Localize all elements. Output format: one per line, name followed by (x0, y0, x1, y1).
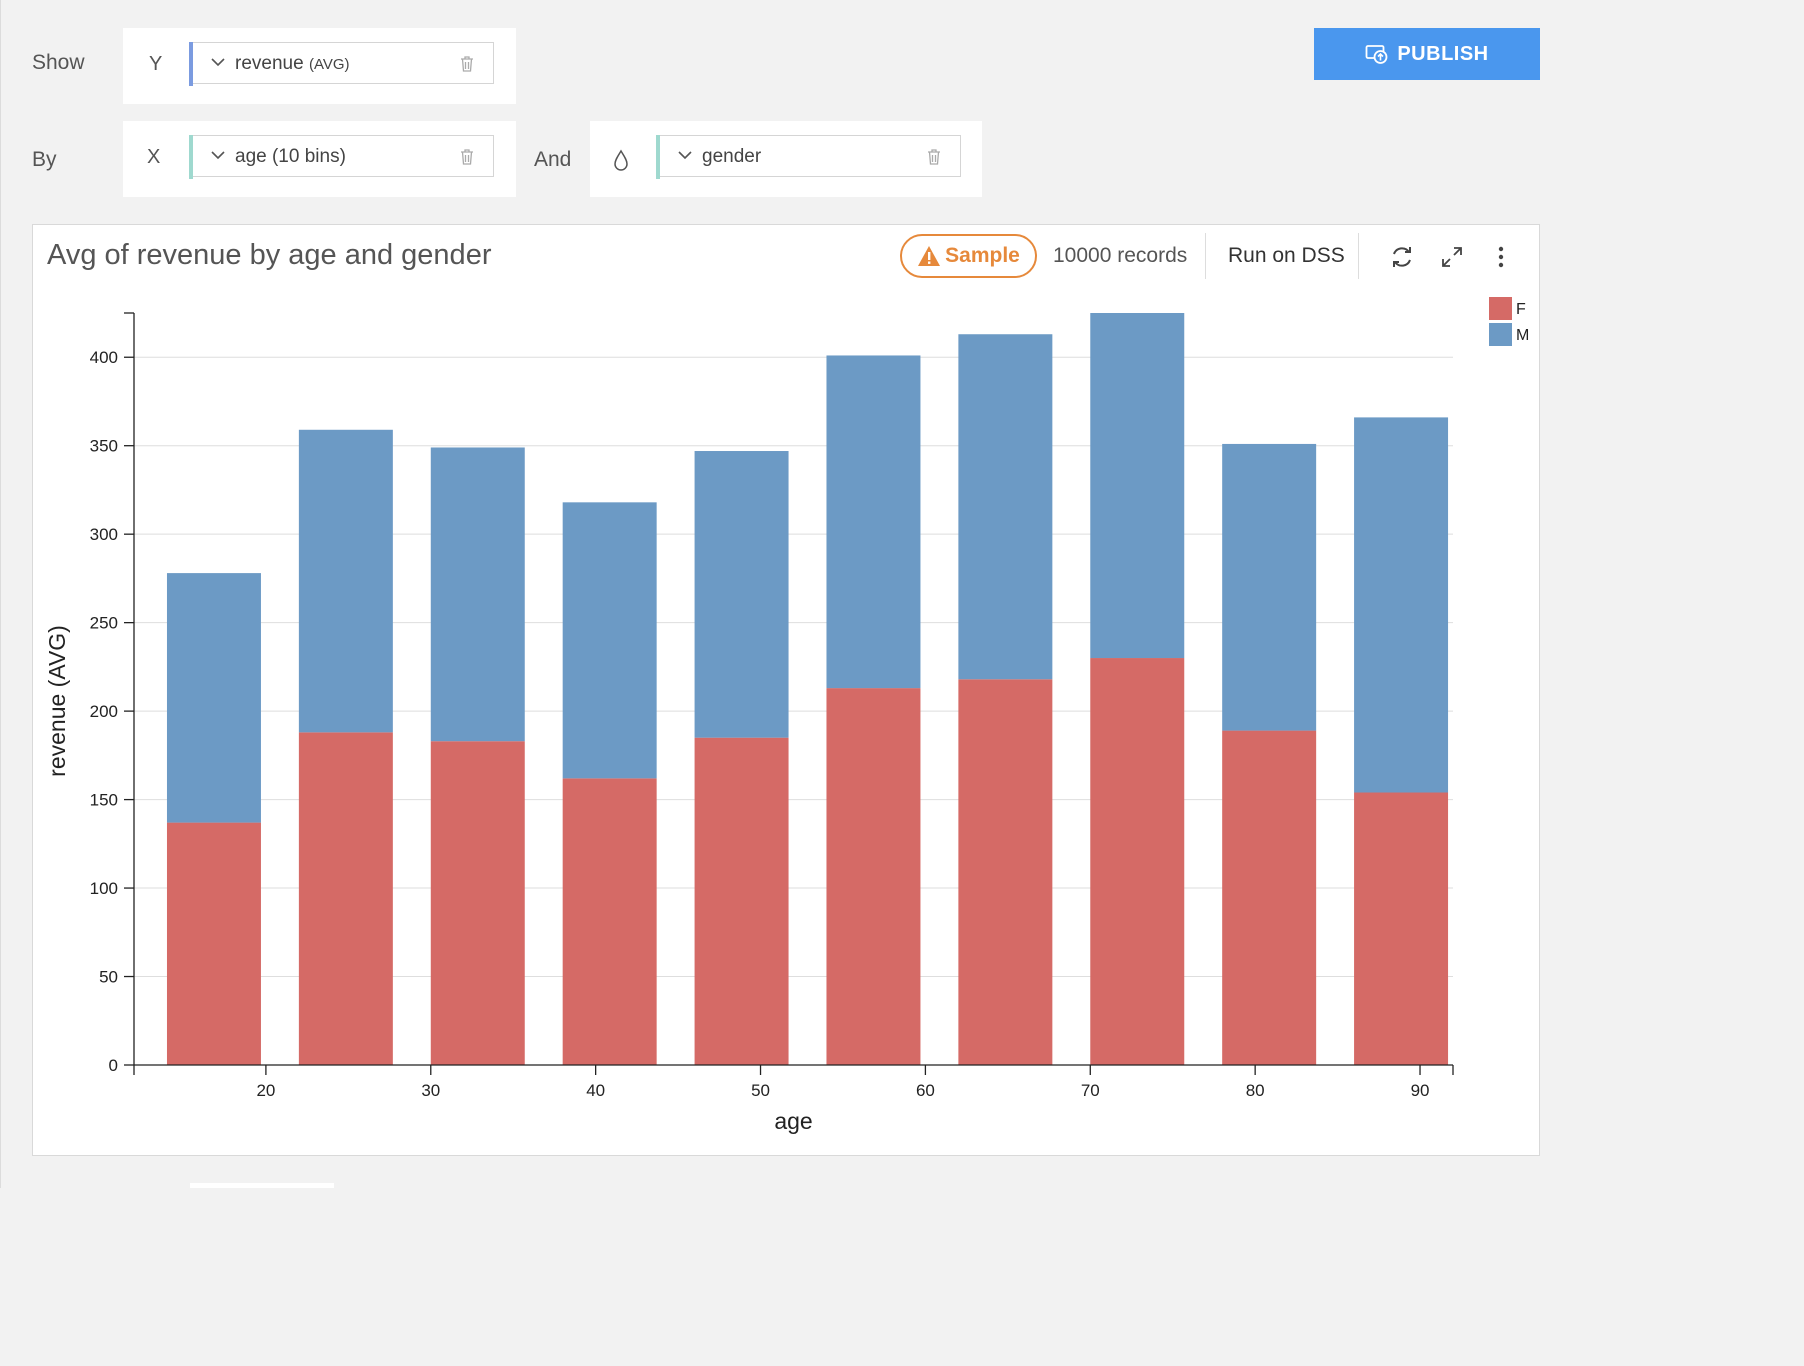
color-field-accent-bar (656, 135, 660, 179)
trash-icon[interactable] (459, 147, 475, 167)
y-tick-label: 100 (90, 879, 118, 898)
y-field-name: revenue (235, 53, 304, 74)
refresh-icon[interactable] (1389, 244, 1415, 270)
publish-icon (1365, 45, 1388, 64)
x-field-pill[interactable]: age (10 bins) (189, 135, 494, 179)
axes: 0 50 100 150 200 250 300 350 400 revenue (AVG) 20 3… (44, 312, 1454, 1134)
bar-segment-m (1090, 313, 1185, 659)
and-label: And (534, 148, 572, 171)
stacked-bar-chart: 0 50 100 150 200 250 300 350 400 revenue (AVG) 20 3… (44, 297, 1529, 1134)
left-border (0, 0, 1, 1188)
bar-segment-m (562, 502, 657, 779)
more-options-icon[interactable] (1495, 245, 1507, 269)
x-axis-letter: X (147, 146, 161, 168)
legend-label-m: M (1516, 327, 1529, 344)
y-field-pill[interactable]: revenue (AVG) (189, 42, 494, 86)
y-tick-label: 150 (90, 791, 118, 810)
y-tick-label: 300 (90, 525, 118, 544)
bar-segment-m (826, 355, 921, 689)
trash-icon[interactable] (926, 147, 942, 167)
color-field-pill[interactable]: gender (656, 135, 961, 179)
y-tick-label: 200 (90, 702, 118, 721)
trash-icon[interactable] (459, 54, 475, 74)
y-tick-label: 350 (90, 437, 118, 456)
bar-segment-m (1222, 443, 1317, 731)
bar-segment-f (562, 778, 657, 1065)
x-field-label: age (10 bins) (235, 146, 346, 167)
y-field-accent-bar (189, 42, 193, 86)
bar-segment-m (430, 447, 525, 742)
y-field-aggregation: (AVG) (308, 56, 350, 73)
x-tick-label: 30 (421, 1081, 440, 1100)
bar-segment-m (298, 429, 393, 733)
warning-icon (918, 246, 941, 266)
sample-badge[interactable]: Sample (900, 234, 1037, 278)
records-count: 10000 records (1053, 244, 1188, 267)
x-tick-label: 90 (1411, 1081, 1430, 1100)
bar-segment-f (1354, 792, 1449, 1065)
chart-title: Avg of revenue by age and gender (47, 239, 492, 271)
y-axis-letter: Y (149, 53, 163, 75)
bars (166, 313, 1449, 1065)
x-tick-label: 20 (256, 1081, 275, 1100)
x-tick-label: 60 (916, 1081, 935, 1100)
bar-segment-m (958, 334, 1053, 680)
x-tick-label: 80 (1246, 1081, 1265, 1100)
x-tick-label: 40 (586, 1081, 605, 1100)
bottom-scroll-strip (190, 1183, 334, 1188)
show-label: Show (32, 51, 85, 74)
bar-segment-f (1090, 658, 1185, 1065)
x-tick-label: 70 (1081, 1081, 1100, 1100)
bar-segment-f (298, 732, 393, 1065)
expand-icon[interactable] (1440, 245, 1464, 269)
bar-segment-m (694, 451, 789, 738)
sample-label: Sample (945, 244, 1020, 267)
bar-segment-f (430, 741, 525, 1065)
chevron-down-icon[interactable] (211, 57, 225, 67)
legend-swatch-f (1489, 297, 1512, 320)
bar-segment-f (1222, 730, 1317, 1065)
color-axis-panel: gender (590, 121, 982, 197)
bar-segment-m (166, 573, 261, 823)
bar-segment-f (694, 737, 789, 1065)
x-axis-panel: X age (10 bins) (123, 121, 516, 197)
legend: FM (1489, 297, 1529, 346)
droplet-icon (614, 149, 628, 171)
by-label: By (32, 148, 57, 171)
chevron-down-icon[interactable] (211, 150, 225, 160)
x-field-accent-bar (189, 135, 193, 179)
publish-button[interactable]: PUBLISH (1314, 28, 1540, 80)
legend-swatch-m (1489, 323, 1512, 346)
x-axis-title: age (774, 1108, 812, 1134)
bar-segment-f (826, 688, 921, 1065)
y-tick-label: 50 (99, 968, 118, 987)
separator (1205, 233, 1206, 279)
bar-segment-m (1354, 417, 1449, 793)
y-tick-label: 250 (90, 614, 118, 633)
bar-segment-f (166, 822, 261, 1065)
y-field-label: revenue (AVG) (235, 53, 350, 75)
separator (1358, 233, 1359, 279)
x-tick-label: 50 (751, 1081, 770, 1100)
chevron-down-icon[interactable] (678, 150, 692, 160)
y-axis-title: revenue (AVG) (44, 625, 70, 777)
y-axis-panel: Y revenue (AVG) (123, 28, 516, 104)
y-tick-label: 0 (109, 1056, 118, 1075)
legend-label-f: F (1516, 301, 1526, 318)
chart-card: Avg of revenue by age and gender Sample … (32, 224, 1540, 1156)
y-tick-label: 400 (90, 348, 118, 367)
color-field-label: gender (702, 146, 762, 167)
run-on-dss-button[interactable]: Run on DSS (1228, 244, 1345, 267)
bar-segment-f (958, 679, 1053, 1065)
publish-label: PUBLISH (1397, 42, 1489, 65)
